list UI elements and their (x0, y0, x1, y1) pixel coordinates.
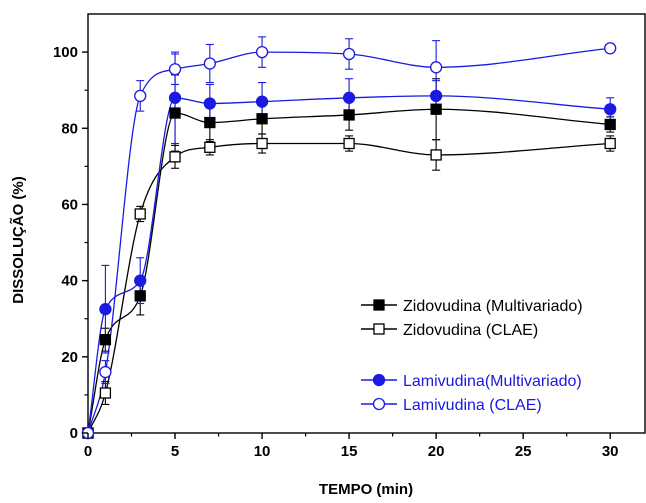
legend-entry-lamivudina-multivariado: Lamivudina(Multivariado) (361, 373, 582, 390)
lamivudina-clae-point (342, 47, 356, 61)
lamivudina-clae-point (255, 45, 269, 59)
y-axis-title: DISSOLUÇÃO (%) (9, 176, 27, 304)
lamivudina-clae-point (203, 57, 216, 70)
zidovudina-multivariado-point (430, 103, 442, 115)
zidovudina-clae-point (430, 149, 442, 161)
lamivudina-clae-point (429, 61, 443, 74)
zidovudina-multivariado-point (343, 109, 355, 121)
plot-frame (87, 13, 646, 434)
y-tick-label: 80 (61, 120, 78, 137)
x-tick-label: 30 (602, 443, 619, 460)
lamivudina-multivariado-point (342, 91, 356, 104)
legend-marker (373, 323, 385, 335)
zidovudina-multivariado-point (204, 116, 216, 129)
legend-label: Zidovudina (CLAE) (403, 322, 538, 339)
lamivudina-multivariado-point (604, 103, 617, 116)
legend: Zidovudina (Multivariado) Zidovudina (CLA… (361, 298, 583, 414)
lamivudina-multivariado-point (168, 91, 182, 104)
y-tick-label: 20 (61, 349, 78, 366)
legend-marker (372, 397, 386, 411)
zidovudina-clae-point (604, 137, 616, 150)
zidovudina-multivariado-point (99, 334, 112, 346)
legend-label: Zidovudina (Multivariado) (403, 298, 583, 315)
legend-marker (372, 373, 386, 387)
zidovudina-multivariado-point (604, 118, 616, 131)
x-axis-title: TEMPO (min) (319, 481, 413, 498)
zidovudina-clae-point (134, 208, 146, 220)
zidovudina-multivariado-point (169, 107, 181, 119)
legend-entry-lamivudina-clae: Lamivudina (CLAE) (361, 397, 542, 414)
x-tick-label: 5 (171, 443, 179, 460)
lamivudina-clae-point (168, 63, 182, 76)
lamivudina-clae-point (604, 42, 617, 55)
y-tick-label: 100 (53, 44, 78, 61)
legend-entry-zidovudina-multivariado: Zidovudina (Multivariado) (361, 298, 583, 315)
zidovudina-multivariado-point (256, 113, 268, 125)
legend-entry-zidovudina-clae: Zidovudina (CLAE) (361, 322, 538, 339)
x-tick-label: 10 (254, 443, 271, 460)
lamivudina-multivariado-point (429, 89, 443, 103)
x-tick-label: 15 (341, 443, 358, 460)
x-tick-label: 0 (84, 443, 92, 460)
lamivudina-multivariado-point (203, 97, 216, 110)
y-tick-label: 0 (70, 425, 78, 442)
zidovudina-clae-point (169, 151, 181, 163)
legend-label: Lamivudina(Multivariado) (403, 373, 582, 390)
legend-label: Lamivudina (CLAE) (403, 397, 542, 414)
lamivudina-multivariado-point (134, 274, 147, 287)
lamivudina-multivariado-point (255, 95, 269, 108)
lamivudina-clae-point (134, 89, 147, 103)
lamivudina-clae-point (99, 365, 112, 379)
x-tick-label: 20 (428, 443, 445, 460)
y-tick-label: 40 (61, 273, 78, 290)
zidovudina-clae-point (256, 137, 268, 150)
zidovudina-clae-point (99, 387, 112, 399)
zidovudina-clae-point (343, 137, 355, 150)
zidovudina-multivariado-point (134, 290, 146, 302)
zidovudina-clae-point (204, 141, 216, 153)
legend-marker (373, 299, 385, 311)
lamivudina-multivariado-point (99, 303, 112, 316)
y-tick-label: 60 (61, 196, 78, 213)
x-tick-label: 25 (515, 443, 532, 460)
